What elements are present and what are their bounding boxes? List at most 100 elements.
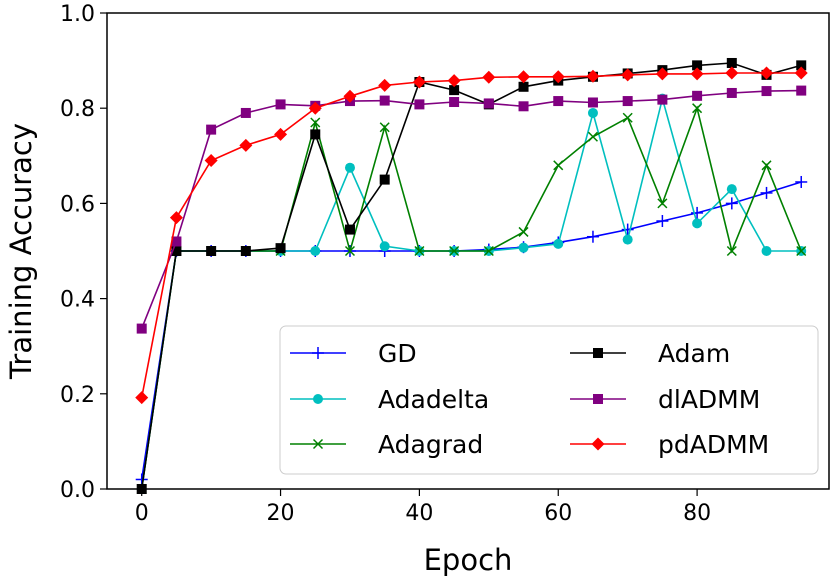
data-point-gd [725,197,738,210]
data-point-adam [310,129,321,140]
data-point-dladmm [379,95,390,106]
data-point-pdadmm [135,391,149,405]
data-point-dladmm [414,99,425,110]
data-point-adagrad [483,245,494,257]
data-point-adagrad [518,226,529,237]
legend-entry-adagrad: Adagrad [290,430,483,459]
data-point-pdadmm [308,101,322,115]
data-point-pdadmm [690,67,704,81]
data-point-pdadmm [621,68,635,82]
data-point-adagrad [622,112,633,123]
series-line-adam [140,62,802,490]
legend-marker-gd [312,347,324,359]
data-point-dladmm [692,90,703,101]
data-series-layer [135,57,808,495]
legend-label-pdadmm: pdADMM [658,430,769,459]
y-tick-label: 0.6 [60,192,95,217]
legend-box [279,325,819,475]
data-point-pdadmm [517,70,531,84]
legend-marker-pdadmm [591,437,605,451]
data-point-pdadmm [794,66,808,80]
data-point-adadelta [761,246,772,256]
legend-label-adagrad: Adagrad [378,430,483,459]
data-point-adadelta [310,246,321,256]
data-point-adadelta [587,107,598,118]
data-point-pdadmm [482,70,496,84]
plot-frame [106,12,830,490]
data-point-adadelta [379,241,390,252]
data-point-adadelta [726,184,737,195]
legend-marker-adagrad [312,438,324,450]
data-point-dladmm [136,323,147,334]
data-point-adadelta [344,162,355,173]
data-point-dladmm [726,87,737,98]
legend: GD Adadelta Adagrad Adam dlADMM pdADMM [279,325,819,475]
x-axis-title: Epoch [424,543,513,577]
data-point-pdadmm [239,138,253,152]
data-point-dladmm [761,86,772,97]
data-point-dladmm [796,85,807,96]
axis-ticks: 0 20 40 60 80 0.0 0.2 0.4 0.6 0.8 1.0 [60,2,711,526]
series-line-dladmm [140,89,802,329]
x-tick-label: 0 [135,501,149,526]
data-point-adagrad [796,245,807,257]
y-tick-label: 1.0 [60,2,95,27]
data-point-dladmm [275,99,286,110]
data-point-pdadmm [412,75,426,89]
data-point-gd [691,206,704,219]
data-point-pdadmm [586,69,600,83]
data-point-adam [449,85,460,96]
data-point-adadelta [518,242,529,253]
data-point-adam [726,57,737,68]
legend-entry-dladmm: dlADMM [570,385,760,414]
data-point-pdadmm [378,78,392,92]
data-point-dladmm [449,97,460,108]
data-point-adam [344,224,355,235]
data-point-dladmm [206,124,217,135]
data-point-adagrad [414,245,425,257]
data-point-gd [621,223,634,236]
y-tick-label: 0.2 [60,383,95,408]
data-point-adagrad [553,160,564,171]
legend-label-adadelta: Adadelta [378,385,489,414]
data-point-pdadmm [725,66,739,80]
x-tick-label: 20 [267,501,295,526]
legend-entry-adadelta: Adadelta [290,385,489,414]
data-point-adagrad [657,198,668,209]
data-point-pdadmm [655,67,669,81]
legend-marker-adadelta [313,394,323,404]
y-axis-title: Training Accuracy [4,123,38,380]
data-point-adagrad [726,245,737,257]
data-point-adagrad [761,160,772,171]
data-point-adam [171,246,182,256]
legend-label-dladmm: dlADMM [658,385,760,414]
data-point-dladmm [518,101,529,112]
data-point-adadelta [553,238,564,249]
data-point-dladmm [622,96,633,107]
legend-marker-dladmm [593,394,603,404]
data-point-pdadmm [343,89,357,103]
x-tick-label: 80 [683,501,711,526]
data-point-pdadmm [204,154,218,168]
data-point-adam [379,174,390,185]
data-point-adadelta [622,234,633,245]
data-point-adam [240,246,251,256]
data-point-adadelta [692,218,703,229]
data-point-dladmm [657,94,668,105]
data-point-adagrad [587,131,598,142]
legend-entry-gd: GD [290,339,417,368]
data-point-adagrad [310,117,321,128]
series-pdadmm [135,66,808,405]
data-point-pdadmm [274,127,288,141]
y-tick-label: 0.8 [60,97,95,122]
data-point-pdadmm [760,66,774,80]
data-point-adam [796,60,807,71]
data-point-gd [586,230,599,243]
y-tick-label: 0.0 [60,478,95,503]
series-dladmm [136,85,807,334]
data-point-pdadmm [551,70,565,84]
data-point-pdadmm [447,74,461,88]
data-point-adam [692,60,703,71]
data-point-dladmm [483,98,494,109]
